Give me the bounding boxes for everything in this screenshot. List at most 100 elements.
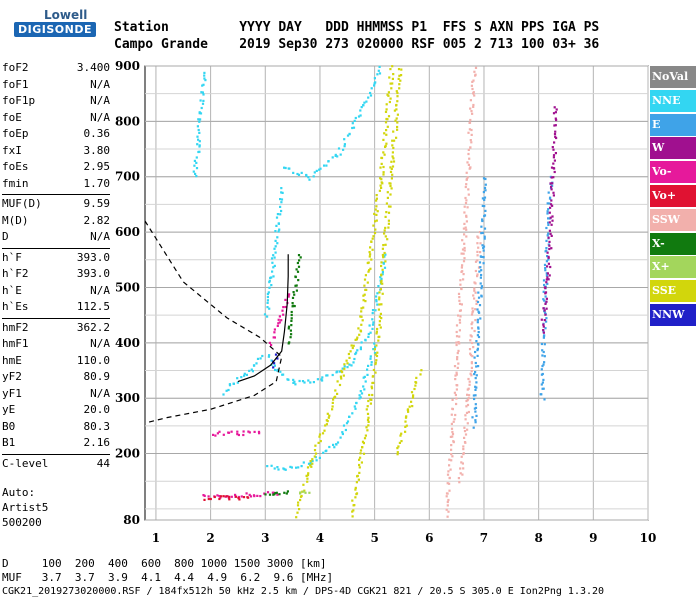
trace-mark-nne — [371, 309, 375, 312]
trace-mark-sse — [347, 352, 350, 356]
param-row: D N/A — [2, 229, 110, 246]
trace-mark-sse — [389, 193, 392, 196]
trace-mark-x- — [299, 256, 302, 259]
trace-mark-e — [476, 334, 479, 337]
param-name: MUF(D) — [2, 197, 42, 210]
trace-mark-sse — [375, 344, 378, 347]
param-name: M(D) — [2, 213, 29, 227]
param-name: h`F2 — [2, 267, 29, 280]
trace-mark-ssw — [479, 251, 482, 254]
trace-mark-sse — [367, 424, 370, 427]
trace-mark-e — [482, 246, 485, 250]
trace-mark-nne — [198, 111, 201, 114]
param-name: foEp — [2, 127, 29, 140]
trace-mark-nne — [277, 468, 280, 471]
trace-mark-ssw — [462, 467, 465, 470]
x-tick-label: 3 — [261, 531, 269, 545]
param-name: C-level — [2, 456, 49, 470]
trace-mark-sse — [404, 420, 407, 423]
trace-mark-ssw — [476, 250, 479, 253]
trace-mark-nne — [193, 159, 196, 162]
trace-mark-w — [548, 221, 551, 224]
trace-mark-nne — [268, 286, 271, 289]
trace-mark-nne — [370, 87, 373, 90]
trace-mark-nne — [374, 346, 377, 349]
trace-mark-sse — [365, 426, 368, 429]
param-name: fxI — [2, 143, 22, 157]
trace-mark-e — [473, 397, 476, 401]
trace-mark-sse — [297, 501, 300, 504]
trace-mark-vo- — [277, 318, 280, 321]
trace-mark-vo- — [203, 494, 206, 497]
trace-mark-sse — [390, 87, 393, 90]
trace-mark-ssw — [452, 420, 455, 423]
trace-mark-sse — [352, 509, 355, 512]
trace-mark-nne — [196, 143, 199, 146]
trace-mark-sse — [419, 373, 422, 376]
trace-mark-sse — [360, 307, 363, 310]
trace-mark-sse — [387, 226, 390, 229]
trace-mark-ssw — [478, 266, 481, 269]
trace-mark-sse — [349, 350, 352, 353]
trace-mark-nne — [272, 275, 275, 278]
trace-mark-ssw — [473, 329, 476, 333]
trace-mark-ssw — [476, 242, 479, 245]
trace-mark-sse — [339, 375, 342, 378]
trace-mark-ssw — [473, 287, 476, 290]
trace-mark-sse — [366, 261, 369, 265]
trace-mark-nne — [294, 383, 297, 386]
trace-mark-ssw — [459, 315, 462, 318]
trace-mark-vo- — [234, 493, 237, 496]
y-tick-label: 400 — [115, 336, 140, 350]
trace-mark-ssw — [471, 321, 474, 324]
trace-mark-vo- — [218, 430, 221, 433]
trace-mark-ssw — [465, 214, 468, 217]
trace-mark-nne — [322, 451, 325, 454]
trace-mark-w — [542, 325, 545, 328]
trace-mark-vo- — [249, 495, 253, 498]
trace-mark-nne — [366, 373, 369, 376]
trace-mark-nne — [343, 145, 346, 148]
param-name: B0 — [2, 419, 16, 433]
parameters-panel: foF2 3.400 foF1 N/A foF1p N/A foE N/A foEp 0.36 fx… — [2, 60, 110, 472]
x-tick-label: 8 — [534, 531, 542, 545]
trace-mark-ssw — [455, 373, 458, 376]
trace-mark-w — [552, 148, 555, 151]
trace-mark-vo- — [242, 433, 245, 437]
trace-mark-sse — [311, 462, 314, 465]
trace-mark-w — [551, 146, 554, 149]
param-row: h`F 393.0 — [2, 250, 110, 267]
trace-mark-vo+ — [228, 495, 231, 498]
trace-mark-e — [478, 261, 482, 264]
trace-mark-nne — [277, 230, 280, 233]
trace-mark-e — [484, 209, 487, 212]
trace-mark-nne — [371, 312, 374, 315]
trace-mark-sse — [373, 231, 377, 235]
trace-mark-nne — [377, 285, 380, 288]
trace-mark-sse — [363, 293, 366, 296]
trace-mark-nne — [375, 298, 378, 302]
trace-mark-nne — [266, 306, 269, 309]
trace-mark-nne — [378, 72, 382, 75]
trace-mark-nne — [371, 327, 374, 330]
trace-mark-sse — [387, 115, 391, 118]
trace-mark-nne — [197, 118, 200, 121]
trace-mark-nnw — [272, 366, 275, 369]
trace-mark-nne — [374, 309, 377, 312]
trace-mark-ssw — [451, 433, 455, 436]
trace-mark-ssw — [456, 366, 459, 369]
trace-mark-nne — [255, 362, 258, 365]
trace-mark-nne — [266, 295, 269, 299]
trace-mark-nne — [359, 114, 362, 117]
trace-mark-e — [543, 263, 547, 266]
trace-mark-ssw — [470, 327, 474, 330]
trace-mark-ssw — [445, 495, 448, 498]
param-name: h`Es — [2, 300, 29, 313]
trace-mark-nne — [300, 171, 303, 174]
trace-mark-nne — [335, 443, 338, 446]
trace-mark-ssw — [456, 356, 459, 359]
param-name: hmF1 — [2, 337, 29, 350]
trace-mark-sse — [379, 312, 382, 315]
trace-mark-nne — [295, 466, 298, 469]
trace-mark-sse — [392, 73, 395, 76]
